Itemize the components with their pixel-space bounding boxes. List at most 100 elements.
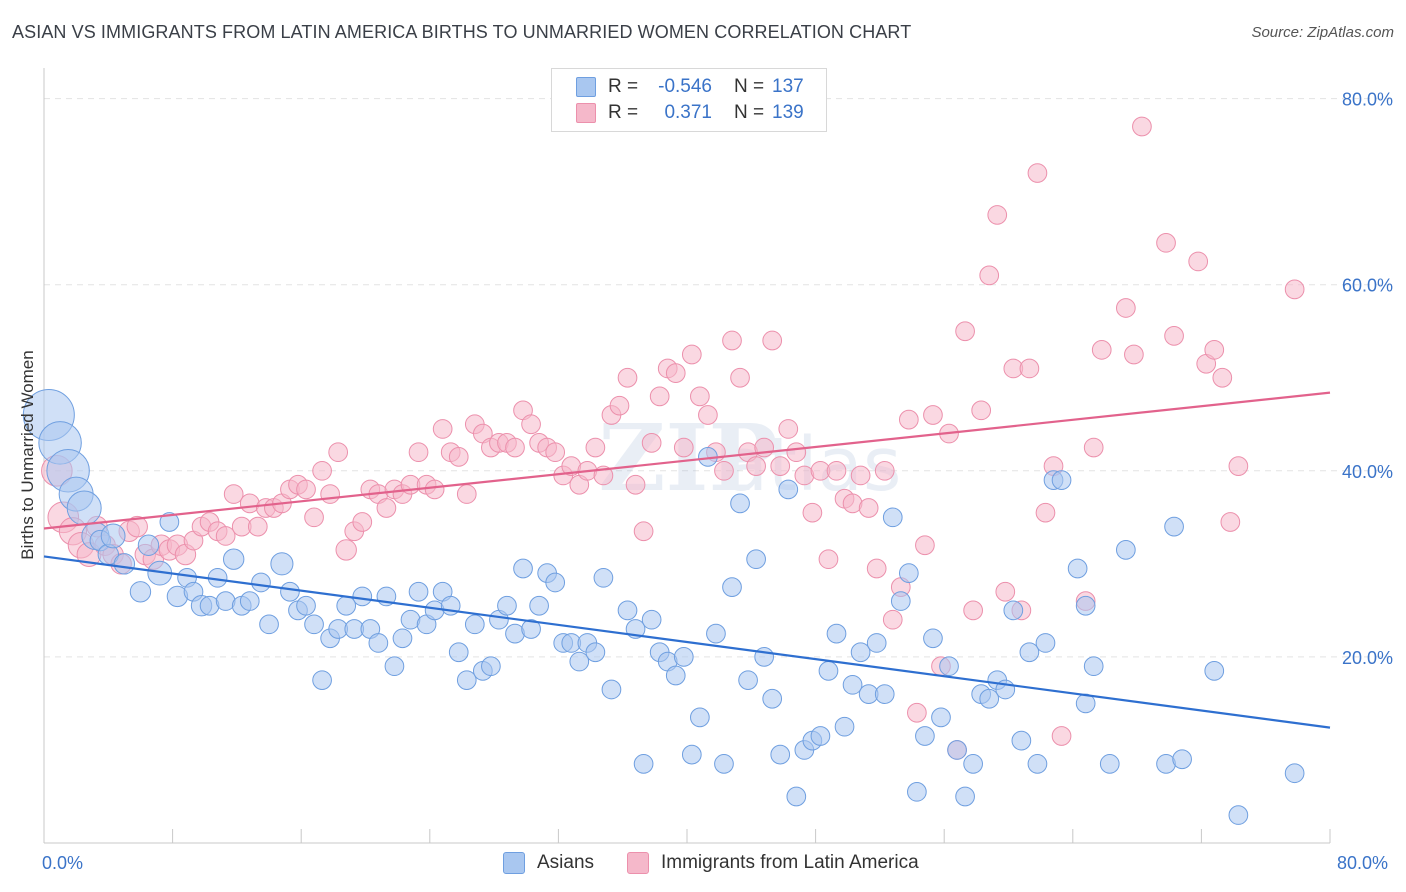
latin-america-point [923,405,943,425]
n-label: N = [734,76,765,97]
asians-point [159,512,180,532]
asians-point [259,614,279,635]
asians-point [898,563,919,584]
asians-point [826,623,847,644]
latin-america-point [1204,339,1225,360]
asians-point [481,656,501,677]
latin-america-point [1035,502,1056,523]
latin-america-point [335,539,357,561]
asians-point [304,614,324,635]
latin-america-point [1156,232,1176,253]
asians-point [239,591,260,611]
latin-america-point [1220,512,1241,532]
latin-america-point [625,474,646,495]
asians-point [113,553,136,575]
latin-america-point [826,460,847,481]
asians-point [1284,763,1305,784]
asians-point [137,534,160,556]
latin-america-point [247,516,268,537]
latin-america-point [352,512,373,532]
legend-item-latin-america[interactable]: Immigrants from Latin America [627,852,919,874]
latin-america-point [1019,358,1040,379]
asians-point [722,577,742,597]
r-value: -0.546 [658,76,712,97]
asians-trendline [43,555,1331,729]
latin-america-point [408,442,429,463]
asians-point [714,754,734,774]
latin-america-point [786,442,807,463]
latin-america-point [376,498,397,518]
latin-america-point [505,437,525,458]
asians-point [762,688,783,709]
asians-point [955,786,975,807]
asians-point [730,493,750,514]
asians-point [521,619,541,639]
asians-point [923,628,943,649]
asians-point [915,726,935,746]
series-legend: Asians Immigrants from Latin America [0,852,1406,876]
latin-america-point [963,600,983,621]
asians-point [593,567,614,588]
latin-america-point [714,460,734,481]
latin-america-point [521,414,541,435]
latin-america-point [456,484,477,504]
latin-america-swatch [627,852,649,874]
asians-point [1051,470,1072,490]
asians-point [1035,633,1056,653]
latin-america-swatch [576,103,596,123]
latin-america-point [770,456,791,477]
latin-america-point [987,205,1008,225]
latin-america-point [858,498,879,518]
asians-point [979,688,1000,709]
asians-point [947,740,967,760]
latin-america-point [296,479,316,500]
latin-america-point [1188,251,1209,272]
latin-america-point [1027,163,1048,183]
y-tick-label: 40.0% [1342,462,1393,482]
legend-label-asians: Asians [537,852,595,873]
x-tick-label-max: 80.0% [1337,853,1389,873]
latin-america-point [328,442,349,463]
y-tick-label: 20.0% [1342,648,1393,668]
asians-point [931,707,951,728]
latin-america-point [424,479,445,500]
asians-point [939,656,959,677]
asians-point [890,591,911,611]
asians-point [665,665,686,686]
latin-america-point [1124,344,1144,365]
asians-point [907,781,927,802]
latin-america-point [802,502,823,523]
latin-america-point [971,400,992,421]
asians-point [834,716,855,737]
latin-america-point [995,581,1016,602]
asians-point [866,633,887,653]
source-credit: Source: ZipAtlas.com [1251,24,1394,41]
latin-america-point [649,386,670,407]
latin-america-point [762,330,783,351]
r-label: R = [608,102,639,123]
asians-point [641,609,662,630]
latin-america-point [722,330,742,351]
asians-point [601,679,622,700]
asians-point [681,744,702,765]
asians-point [770,744,791,765]
latin-america-point [1091,339,1112,360]
asians-point [882,507,903,528]
legend-item-asians[interactable]: Asians [503,852,594,874]
asians-point [408,581,429,602]
latin-america-trendline [43,391,1331,530]
asians-point [1228,805,1249,825]
latin-america-point [1051,726,1072,746]
asians-point [842,674,863,695]
latin-america-point [673,437,694,458]
asians-point [963,754,983,774]
y-tick-label: 60.0% [1342,276,1393,296]
asians-point [746,549,766,570]
asians-point [100,523,126,549]
asians-point [222,548,245,570]
latin-america-point [304,507,324,528]
asians-point [66,490,102,526]
asians-point [585,642,606,663]
asians-point [673,647,694,667]
